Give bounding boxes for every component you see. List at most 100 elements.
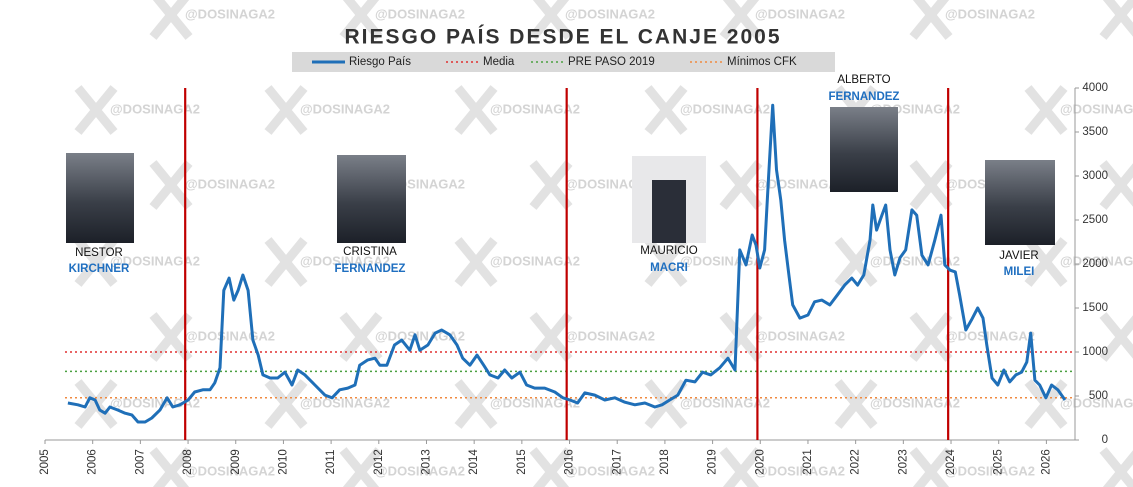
photo-cristina <box>337 155 406 243</box>
watermark: @DOSINAGA2 <box>945 328 1035 343</box>
legend-box <box>292 52 835 72</box>
watermark: @DOSINAGA2 <box>185 176 275 191</box>
watermark: @DOSINAGA2 <box>680 101 770 116</box>
photo-javier <box>985 160 1055 245</box>
watermark-logo <box>339 0 383 40</box>
watermark-logo <box>1099 160 1133 210</box>
y-tick-label: 500 <box>1089 390 1108 402</box>
x-tick-label: 2007 <box>134 449 146 475</box>
watermark-logo <box>454 85 498 135</box>
watermark-logo <box>909 160 953 210</box>
series-line <box>67 103 1067 424</box>
watermark-logo <box>74 237 118 287</box>
photo-mauricio-figure <box>652 180 686 243</box>
watermark: @DOSINAGA2 <box>945 6 1035 21</box>
watermark-logo <box>1024 85 1068 135</box>
watermark-logo <box>529 312 573 362</box>
x-tick-label: 2006 <box>87 449 99 475</box>
watermark-logo <box>529 160 573 210</box>
watermark-logo <box>529 0 573 40</box>
x-tick-label: 2025 <box>993 449 1005 475</box>
x-tick-label: 2015 <box>516 449 528 475</box>
watermark-logo <box>264 85 308 135</box>
watermark-logo <box>149 0 193 40</box>
y-tick-label: 1000 <box>1082 346 1108 358</box>
watermark-logo <box>149 312 193 362</box>
photos <box>66 107 1055 245</box>
x-tick-label: 2026 <box>1040 449 1052 475</box>
x-tick-label: 2017 <box>611 449 623 475</box>
president-last-name: KIRCHNER <box>69 263 130 275</box>
watermark: @DOSINAGA2 <box>375 6 465 21</box>
watermark-logo <box>264 379 308 429</box>
watermark-logo <box>644 237 688 287</box>
watermark: @DOSINAGA2 <box>375 463 465 478</box>
watermark-logo <box>1099 447 1133 487</box>
president-first-name: ALBERTO <box>837 74 890 86</box>
x-tick-label: 2021 <box>802 449 814 475</box>
y-tick-label: 0 <box>1102 434 1108 446</box>
watermark: @DOSINAGA2 <box>185 6 275 21</box>
watermark: @DOSINAGA2 <box>1060 101 1133 116</box>
watermark: @DOSINAGA2 <box>110 253 200 268</box>
legend-label: Mínimos CFK <box>727 56 797 68</box>
watermark: @DOSINAGA2 <box>870 395 960 410</box>
x-tick-label: 2020 <box>754 449 766 475</box>
watermark-layer: @DOSINAGA2 @DOSINAGA2 @DOSINAGA2 @DOSINAGA2… <box>74 0 1133 487</box>
x-tick-label: 2014 <box>468 449 480 475</box>
y-tick-label: 2000 <box>1082 258 1108 270</box>
watermark-logo <box>719 0 763 40</box>
watermark: @DOSINAGA2 <box>490 395 580 410</box>
y-tick-label: 3000 <box>1082 170 1108 182</box>
legend-label: Media <box>483 56 515 68</box>
president-first-name: NESTOR <box>75 247 123 259</box>
watermark: @DOSINAGA2 <box>185 463 275 478</box>
x-tick-label: 2018 <box>659 449 671 475</box>
x-tick-label: 2022 <box>850 449 862 475</box>
x-tick-label: 2009 <box>230 449 242 475</box>
watermark: @DOSINAGA2 <box>565 328 655 343</box>
watermark-logo <box>719 312 763 362</box>
watermark: @DOSINAGA2 <box>110 101 200 116</box>
watermark-logo <box>149 160 193 210</box>
x-tick-label: 2019 <box>707 449 719 475</box>
watermark-logo <box>1099 312 1133 362</box>
watermark-logo <box>719 160 763 210</box>
x-tick-label: 2016 <box>564 449 576 475</box>
watermark: @DOSINAGA2 <box>945 463 1035 478</box>
y-tick-label: 4000 <box>1082 82 1108 94</box>
watermark: @DOSINAGA2 <box>490 253 580 268</box>
watermark: @DOSINAGA2 <box>300 253 390 268</box>
watermark: @DOSINAGA2 <box>755 328 845 343</box>
y-tick-label: 1500 <box>1082 302 1108 314</box>
x-tick-label: 2005 <box>39 449 51 475</box>
president-first-name: MAURICIO <box>640 245 698 257</box>
watermark-logo <box>909 447 953 487</box>
y-tick-label: 3500 <box>1082 126 1108 138</box>
watermark-logo <box>264 237 308 287</box>
watermark: @DOSINAGA2 <box>1060 253 1133 268</box>
photo-alberto <box>830 107 898 192</box>
chart-title: RIESGO PAÍS DESDE EL CANJE 2005 <box>344 26 781 49</box>
watermark-logo <box>74 85 118 135</box>
watermark: @DOSINAGA2 <box>1060 395 1133 410</box>
x-tick-label: 2023 <box>897 449 909 475</box>
president-first-name: CRISTINA <box>343 246 397 258</box>
watermark-logo <box>644 85 688 135</box>
x-tick-label: 2011 <box>325 450 337 475</box>
watermark: @DOSINAGA2 <box>565 6 655 21</box>
watermark: @DOSINAGA2 <box>300 395 390 410</box>
photo-nestor <box>66 153 134 243</box>
x-tick-label: 2008 <box>182 449 194 475</box>
watermark-logo <box>1099 0 1133 40</box>
watermark-logo <box>834 379 878 429</box>
watermark-logo <box>1024 237 1068 287</box>
watermark: @DOSINAGA2 <box>185 328 275 343</box>
x-tick-label: 2010 <box>277 449 289 475</box>
watermark-logo <box>454 379 498 429</box>
watermark-logo <box>339 312 383 362</box>
president-last-name: MACRI <box>650 262 688 274</box>
president-first-name: JAVIER <box>999 250 1038 262</box>
watermark: @DOSINAGA2 <box>755 6 845 21</box>
legend-label: Riesgo País <box>349 56 411 68</box>
